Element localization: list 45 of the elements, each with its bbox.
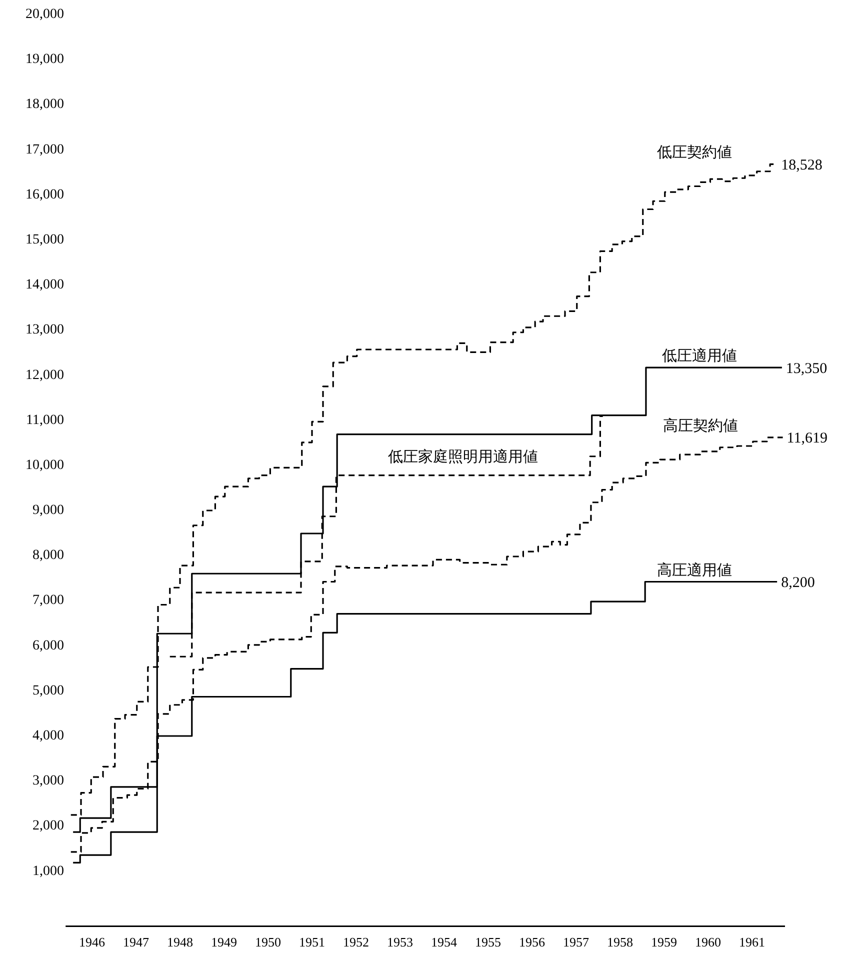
annotation: 13,350 — [786, 360, 828, 377]
y-tick-label: 12,000 — [26, 368, 64, 383]
x-tick-label: 1952 — [343, 934, 369, 950]
y-tick-label: 11,000 — [26, 412, 64, 428]
x-tick-label: 1961 — [739, 934, 765, 950]
x-tick-label: 1959 — [651, 934, 677, 950]
annotation: 8,200 — [781, 575, 815, 592]
y-tick-label: 16,000 — [26, 187, 64, 202]
y-tick-label: 4,000 — [32, 728, 64, 744]
x-tick-label: 1951 — [299, 934, 325, 950]
x-tick-label: 1949 — [211, 934, 237, 950]
series-label: 低圧家庭照明用適用値 — [388, 448, 538, 466]
x-tick-label: 1946 — [79, 934, 106, 950]
series-label: 高圧契約値 — [662, 417, 738, 434]
y-tick-label: 18,000 — [26, 97, 64, 112]
x-tick-label: 1960 — [695, 934, 721, 950]
x-tick-label: 1956 — [519, 934, 546, 950]
y-tick-label: 2,000 — [32, 818, 64, 834]
annotation: 18,528 — [781, 157, 822, 174]
y-tick-label: 1,000 — [32, 864, 64, 879]
y-tick-label: 19,000 — [26, 52, 64, 68]
y-tick-label: 20,000 — [26, 6, 64, 22]
x-tick-label: 1957 — [563, 934, 590, 950]
y-tick-label: 14,000 — [26, 278, 64, 293]
y-tick-label: 8,000 — [32, 548, 64, 564]
x-tick-label: 1955 — [475, 934, 501, 950]
x-tick-label: 1947 — [123, 934, 150, 950]
series-label: 低圧契約値 — [657, 144, 732, 162]
x-tick-label: 1954 — [431, 934, 458, 950]
y-tick-label: 15,000 — [26, 232, 64, 248]
y-tick-label: 3,000 — [32, 774, 64, 789]
x-tick-label: 1953 — [387, 934, 413, 950]
y-tick-label: 5,000 — [32, 683, 64, 698]
y-tick-label: 7,000 — [32, 593, 64, 608]
y-tick-label: 6,000 — [32, 638, 64, 654]
series-label: 高圧適用値 — [657, 562, 732, 579]
y-tick-label: 17,000 — [26, 142, 64, 158]
annotation: 11,619 — [786, 430, 828, 447]
y-tick-label: 10,000 — [26, 458, 64, 473]
x-tick-label: 1948 — [167, 934, 193, 950]
y-tick-label: 13,000 — [26, 322, 64, 338]
y-tick-label: 9,000 — [32, 503, 64, 518]
series-label: 低圧適用値 — [662, 348, 737, 365]
x-tick-label: 1958 — [607, 934, 633, 950]
x-tick-label: 1950 — [255, 934, 281, 950]
